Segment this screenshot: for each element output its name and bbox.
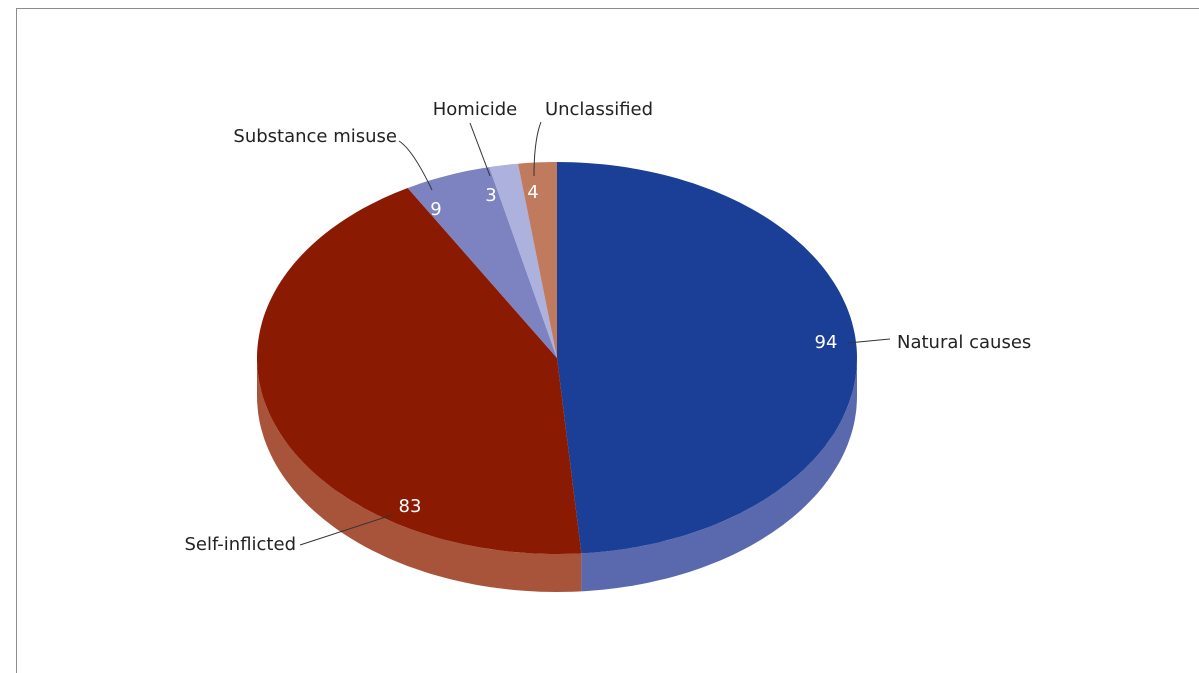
pie-slice-natural-causes xyxy=(557,162,857,554)
leader-line-natural-causes xyxy=(847,338,891,344)
pie-side-self-inflicted xyxy=(257,358,582,592)
chart-frame xyxy=(16,8,1199,673)
pie-slice-self-inflicted xyxy=(257,188,582,554)
pie-slice-homicide xyxy=(489,163,557,358)
value-label-homicide: 3 xyxy=(485,185,496,206)
pie-slice-substance-misuse xyxy=(407,167,557,358)
pie-sides xyxy=(257,358,857,592)
category-label-self-inflicted: Self-inflicted xyxy=(184,534,296,555)
category-label-natural-causes: Natural causes xyxy=(897,332,1031,353)
category-label-substance-misuse: Substance misuse xyxy=(233,126,397,147)
leader-line-homicide xyxy=(469,122,491,177)
category-label-homicide: Homicide xyxy=(433,99,517,120)
category-label-unclassified: Unclassified xyxy=(545,99,653,120)
value-label-substance-misuse: 9 xyxy=(430,199,441,220)
value-label-self-inflicted: 83 xyxy=(399,496,422,517)
pie-slice-unclassified xyxy=(518,162,557,358)
pie-side-natural-causes xyxy=(581,358,857,592)
leader-line-unclassified xyxy=(533,121,542,177)
leader-lines xyxy=(299,121,891,546)
value-label-natural-causes: 94 xyxy=(815,332,838,353)
pie-slices xyxy=(257,162,857,554)
leader-line-substance-misuse xyxy=(398,140,433,191)
leader-line-self-inflicted xyxy=(299,514,393,546)
value-label-unclassified: 4 xyxy=(527,182,538,203)
